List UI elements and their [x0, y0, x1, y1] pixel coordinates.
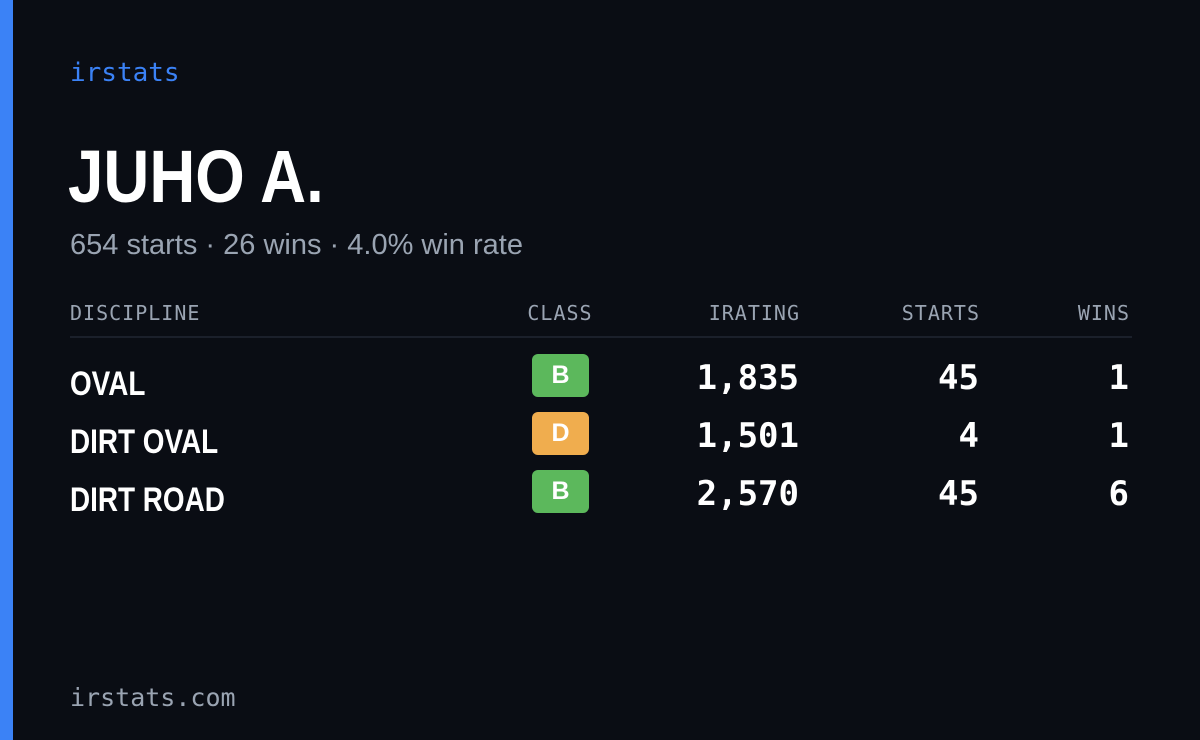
- summary-wins: 26 wins: [223, 229, 322, 261]
- summary-starts: 654 starts: [70, 229, 198, 261]
- summary-separator: ·: [329, 229, 340, 261]
- wins-cell: 6: [1108, 474, 1129, 514]
- footer-site-link: irstats.com: [70, 683, 236, 712]
- table-row: OVAL B 1,835 45 1: [0, 354, 1200, 412]
- class-badge: D: [532, 412, 589, 455]
- wins-cell: 1: [1108, 358, 1129, 398]
- driver-summary: 654 starts · 26 wins · 4.0% win rate: [70, 228, 523, 262]
- summary-win-rate: 4.0% win rate: [347, 229, 523, 261]
- header-divider: [70, 336, 1132, 338]
- driver-name: JUHO A.: [68, 135, 324, 218]
- accent-bar: [0, 0, 13, 740]
- starts-cell: 4: [958, 416, 979, 456]
- class-badge: B: [532, 354, 589, 397]
- table-row: DIRT OVAL D 1,501 4 1: [0, 412, 1200, 470]
- irating-cell: 2,570: [696, 474, 799, 514]
- class-badge: B: [532, 470, 589, 513]
- column-header-wins: WINS: [1077, 301, 1130, 325]
- column-header-starts: STARTS: [901, 301, 980, 325]
- discipline-cell: OVAL: [70, 365, 146, 403]
- starts-cell: 45: [938, 474, 979, 514]
- column-header-discipline: DISCIPLINE: [70, 301, 201, 325]
- irating-cell: 1,501: [696, 416, 799, 456]
- table-row: DIRT ROAD B 2,570 45 6: [0, 470, 1200, 528]
- starts-cell: 45: [938, 358, 979, 398]
- brand-logo-text: irstats: [70, 58, 180, 88]
- summary-separator: ·: [205, 229, 216, 261]
- irating-cell: 1,835: [696, 358, 799, 398]
- column-header-irating: IRATING: [708, 301, 800, 325]
- discipline-cell: DIRT OVAL: [70, 423, 219, 461]
- column-header-class: CLASS: [527, 301, 593, 325]
- wins-cell: 1: [1108, 416, 1129, 456]
- discipline-cell: DIRT ROAD: [70, 481, 225, 519]
